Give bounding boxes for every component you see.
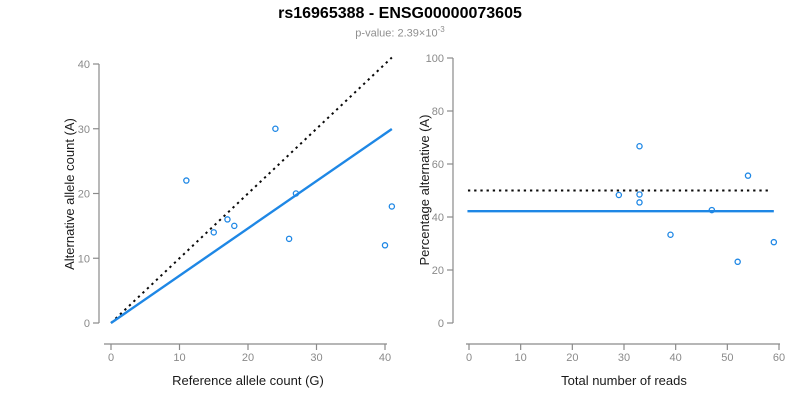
y-tick-label: 100: [426, 53, 444, 65]
data-point: [183, 177, 190, 184]
data-point: [388, 203, 396, 210]
x-tick-label: 30: [618, 352, 630, 364]
y-axis-title-left: Alternative allele count (A): [62, 118, 77, 270]
y-tick-label: 20: [78, 189, 90, 201]
x-tick-label: 0: [108, 352, 114, 364]
data-point: [636, 199, 643, 206]
data-point: [272, 125, 279, 133]
page-subtitle: p-value: 2.39×10-3: [0, 25, 800, 40]
x-tick-label: 40: [670, 352, 682, 364]
y-tick-label: 10: [78, 253, 90, 265]
regression-line: [110, 128, 393, 324]
data-point: [708, 206, 716, 214]
y-tick-label: 0: [438, 318, 444, 330]
p-value-exponent: -3: [437, 25, 445, 34]
x-tick-label: 40: [379, 352, 391, 364]
x-tick-label: 50: [721, 352, 733, 364]
y-tick-label: 40: [432, 212, 444, 224]
y-tick-label: 30: [78, 124, 90, 136]
data-point: [224, 216, 231, 223]
page-title: rs16965388 - ENSG00000073605: [278, 5, 522, 22]
data-point: [636, 142, 643, 150]
data-point: [744, 172, 752, 179]
data-point: [615, 191, 623, 199]
y-tick-label: 80: [432, 106, 444, 118]
identity-line: [110, 56, 393, 324]
data-point: [667, 231, 674, 239]
x-tick-label: 20: [242, 352, 254, 364]
x-axis-title-left: Reference allele count (G): [172, 373, 324, 388]
x-axis-title-right: Total number of reads: [561, 373, 687, 388]
y-tick-label: 60: [432, 159, 444, 171]
data-point: [210, 229, 217, 236]
data-point: [734, 258, 741, 266]
y-axis-title-right: Percentage alternative (A): [417, 114, 432, 266]
data-point: [636, 191, 643, 198]
x-tick-label: 60: [773, 352, 785, 364]
data-point: [285, 235, 293, 243]
y-tick-label: 20: [432, 265, 444, 277]
y-tick-label: 40: [78, 59, 90, 71]
data-point: [231, 222, 238, 230]
x-tick-label: 0: [466, 352, 472, 364]
x-tick-label: 30: [310, 352, 322, 364]
y-tick-label: 0: [84, 318, 90, 330]
x-tick-label: 20: [566, 352, 578, 364]
x-tick-label: 10: [173, 352, 185, 364]
data-point: [292, 190, 300, 197]
p-value-text: p-value: 2.39×10: [355, 27, 438, 40]
data-point: [381, 242, 389, 249]
data-point: [770, 238, 778, 246]
x-tick-label: 10: [515, 352, 527, 364]
